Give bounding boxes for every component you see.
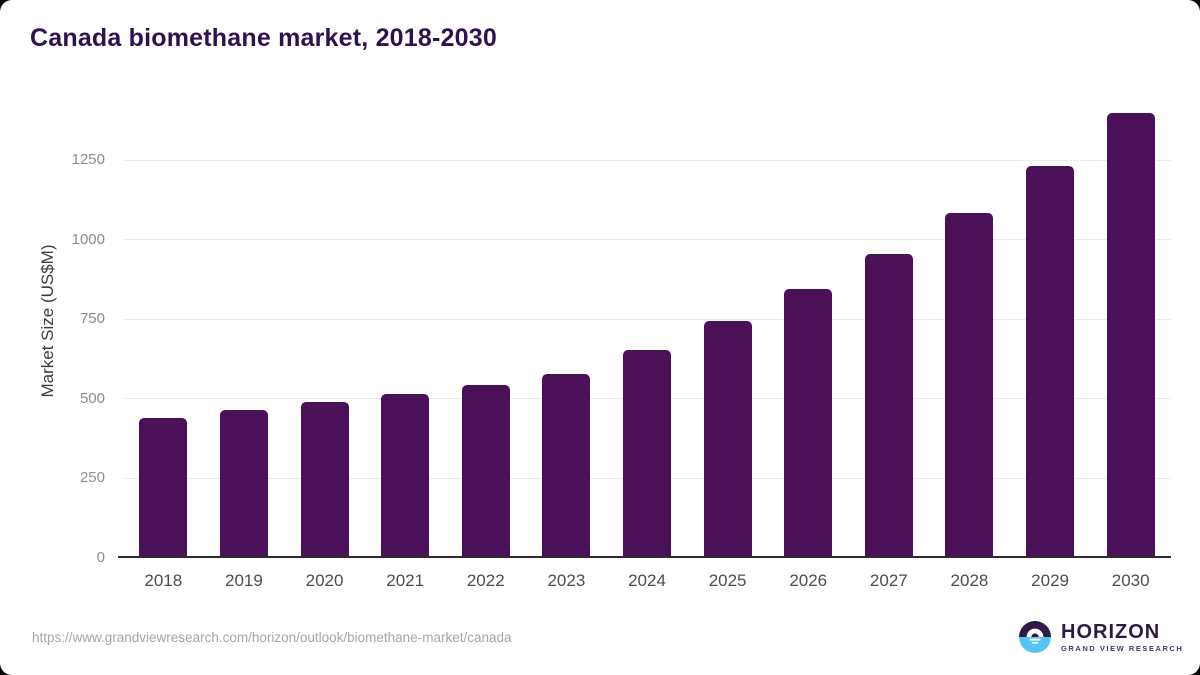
y-tick-label-0: 0	[96, 549, 105, 566]
sun-over-water-circle-icon	[1019, 621, 1051, 653]
bar-2021	[381, 394, 430, 558]
bar-2020	[300, 402, 349, 558]
x-label-2025: 2025	[708, 571, 747, 590]
y-tick-label-500: 500	[79, 389, 105, 407]
bar-2018	[139, 418, 188, 558]
x-label-2018: 2018	[144, 571, 183, 590]
y-tick-label-1000: 1000	[71, 230, 105, 248]
x-label-2024: 2024	[628, 571, 666, 590]
bar-2025	[703, 321, 752, 558]
gridline-750	[123, 318, 1171, 320]
bar-2027	[864, 253, 913, 558]
x-label-2028: 2028	[950, 571, 989, 590]
y-tick-label-1250: 1250	[71, 151, 105, 169]
bar-2022	[461, 384, 510, 558]
x-label-2022: 2022	[466, 571, 505, 590]
y-tick-label-750: 750	[79, 310, 105, 328]
bar-2030	[1106, 112, 1155, 558]
y-tick-label-250: 250	[79, 469, 105, 487]
x-label-2026: 2026	[789, 571, 828, 590]
x-label-2030: 2030	[1111, 571, 1150, 590]
horizon-logo: HORIZON GRAND VIEW RESEARCH	[1018, 620, 1183, 654]
x-label-2019: 2019	[225, 571, 263, 590]
x-label-2021: 2021	[386, 571, 425, 590]
x-label-2020: 2020	[305, 571, 344, 590]
gridline-1250	[123, 159, 1171, 161]
chart-title: Canada biomethane market, 2018-2030	[30, 24, 497, 52]
x-label-2023: 2023	[547, 571, 586, 590]
bar-2026	[784, 289, 833, 558]
gridline-1000	[123, 239, 1171, 241]
bar-2024	[623, 349, 671, 558]
bar-2023	[542, 373, 591, 558]
logo-subtitle: GRAND VIEW RESEARCH	[1061, 643, 1184, 653]
x-label-2029: 2029	[1031, 571, 1069, 590]
bar-2019	[219, 410, 268, 558]
logo-text: HORIZON GRAND VIEW RESEARCH	[1061, 622, 1183, 653]
logo-name: HORIZON	[1061, 620, 1161, 643]
x-axis-line	[118, 556, 1171, 558]
bar-2029	[1026, 165, 1075, 558]
source-url: https://www.grandviewresearch.com/horizo…	[32, 630, 512, 645]
x-label-2027: 2027	[869, 571, 908, 590]
bar-2028	[945, 212, 994, 558]
